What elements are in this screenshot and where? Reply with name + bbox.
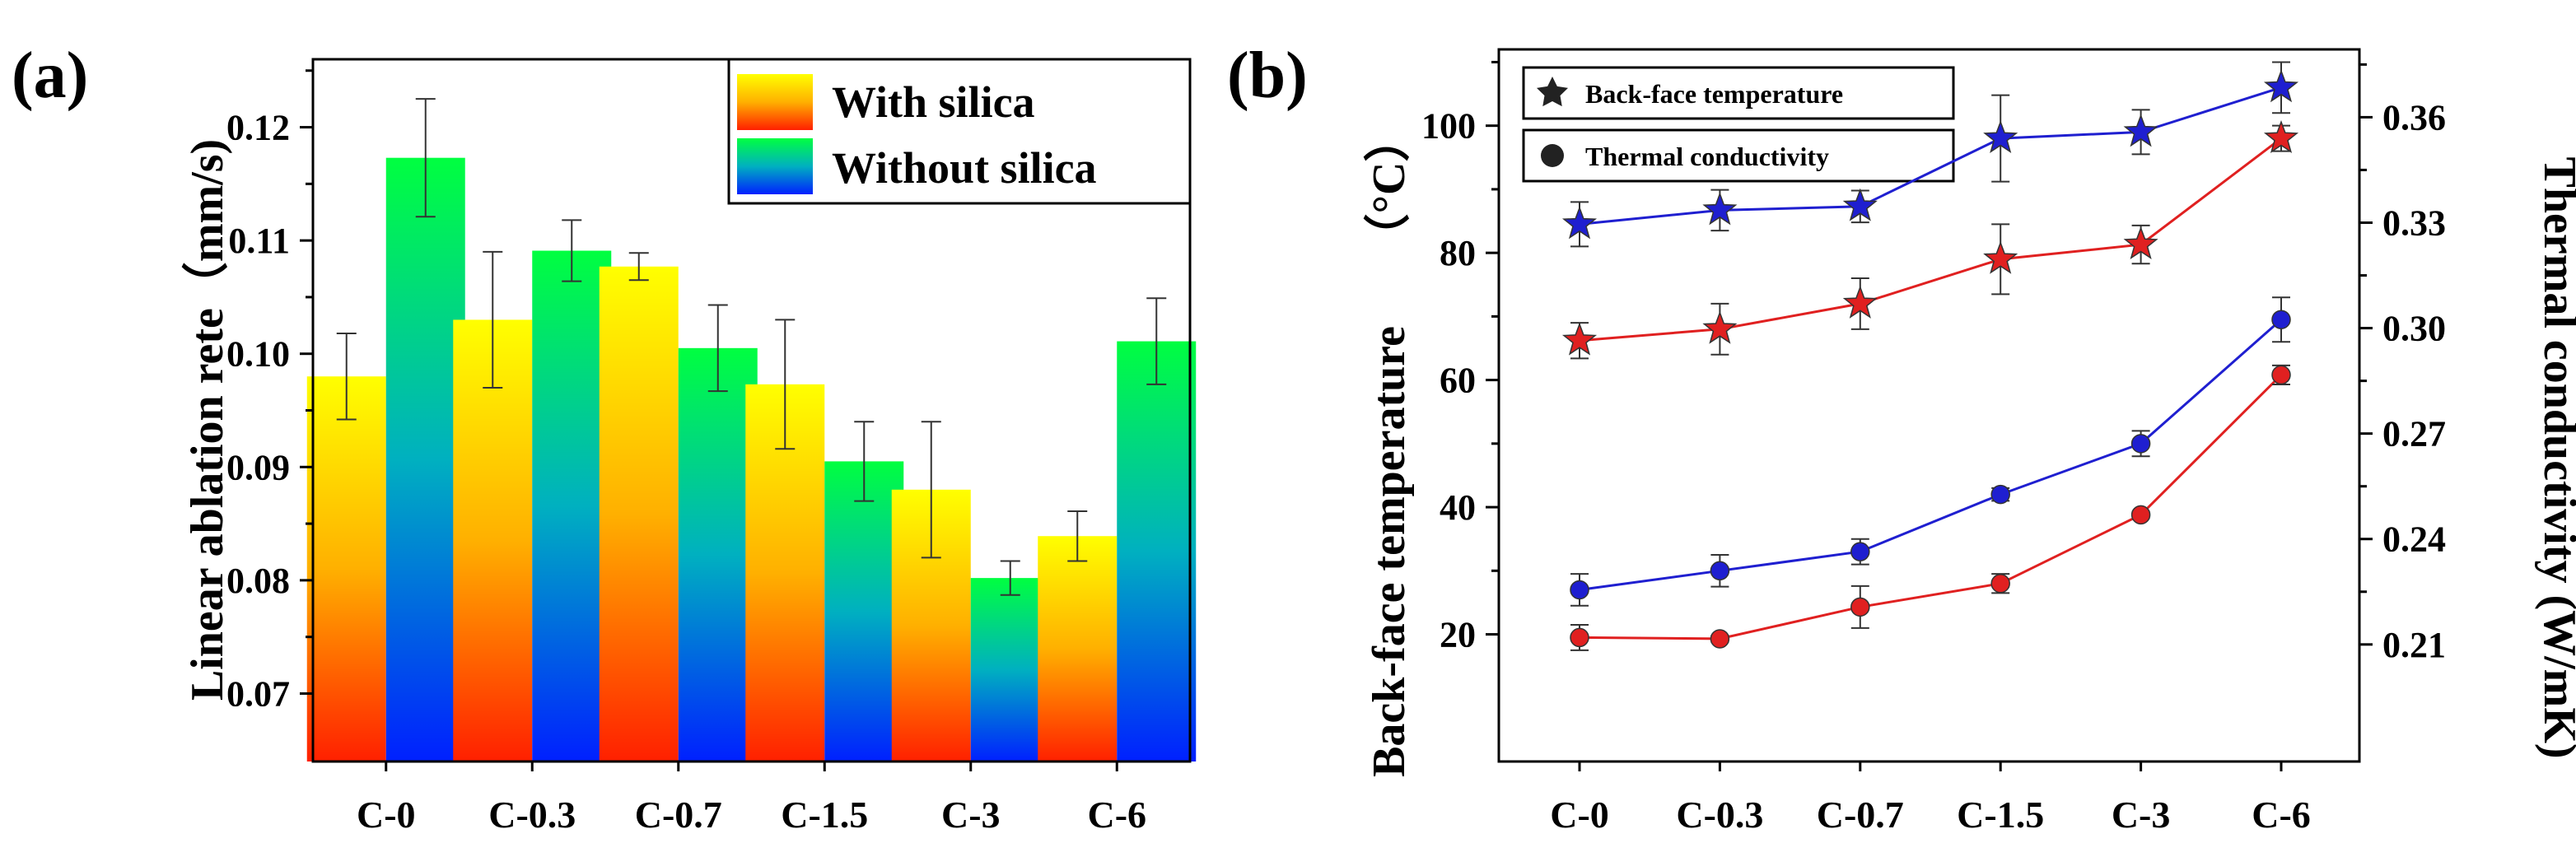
- panel-b-y2-axis-label: Thermal conductivity (W/mK): [2534, 156, 2576, 758]
- panel-b-series: [1561, 61, 2299, 651]
- star-point-s1-C-6: [2263, 119, 2299, 154]
- star-point-s1-C-3: [2123, 226, 2158, 260]
- y-tick-label-0.09: 0.09: [226, 447, 290, 487]
- x-tick-label-C-0: C-0: [357, 794, 416, 836]
- circle-point-s2-C-0.7: [1850, 542, 1870, 561]
- circle-point-s3-C-3: [2130, 505, 2151, 525]
- panel-a-bars: [306, 98, 1197, 761]
- circle-marker-icon: [1541, 144, 1564, 167]
- star-point-s1-C-1.5: [1983, 240, 2018, 274]
- panel-a-frame: [311, 58, 1192, 763]
- circle-point-s2-C-1.5: [1990, 484, 2010, 505]
- bar-without-silica-C-1.5: [824, 461, 904, 761]
- x-tick-label-C-0.3: C-0.3: [1676, 794, 1763, 836]
- x-tick-label-C-0: C-0: [1550, 794, 1609, 836]
- circle-point-s3-C-6: [2271, 365, 2291, 385]
- bar-with-silica-C-0.3: [453, 319, 533, 761]
- x-tick-label-C-3: C-3: [2112, 794, 2171, 836]
- x-tick-label-C-6: C-6: [2252, 794, 2311, 836]
- bar-with-silica-C-0.7: [599, 266, 679, 761]
- panel-b-legend: Back-face temperature Thermal conductivi…: [1522, 66, 1955, 183]
- x-tick-label-C-0.3: C-0.3: [488, 794, 576, 836]
- panel-b-axes: C-0 C-0.3 C-0.7 C-1.5 C-3 C-6 20 40 60 80 100 0.21 0…: [1421, 48, 2446, 836]
- y-tick-label-right-0.21: 0.21: [2382, 625, 2446, 665]
- panel-a-y-axis-label: Linear ablation rete（mm/s): [181, 139, 233, 701]
- bar-without-silica-C-0.7: [678, 347, 758, 761]
- bar-without-silica-C-6: [1117, 341, 1197, 761]
- y-tick-label-right-0.36: 0.36: [2382, 97, 2446, 137]
- bar-without-silica-C-0: [385, 157, 465, 761]
- star-point-s0-C-0: [1561, 206, 1598, 240]
- legend-swatch-without-silica: [737, 138, 813, 194]
- legend-box-back-face: [1522, 66, 1955, 120]
- star-point-s0-C-0.7: [1842, 188, 1878, 221]
- y-tick-label-left-80: 80: [1440, 233, 1476, 273]
- panel-b-y-axis-label: Back-face temperature: [1364, 326, 1415, 777]
- x-tick-label-C-6: C-6: [1087, 794, 1146, 836]
- x-tick-label-C-3: C-3: [941, 794, 1001, 836]
- bar-without-silica-C-3: [970, 578, 1050, 761]
- y-tick-label-left-20: 20: [1440, 615, 1476, 655]
- legend-label-with-silica: With silica: [832, 77, 1035, 127]
- y-tick-label-right-0.30: 0.30: [2382, 309, 2446, 349]
- star-point-s0-C-3: [2123, 114, 2158, 147]
- panel-a-label: (a): [12, 40, 88, 112]
- legend-swatch-with-silica: [737, 74, 813, 130]
- x-tick-label-C-1.5: C-1.5: [781, 794, 868, 836]
- panel-b-y-axis-unit: （°C）: [1363, 116, 1415, 260]
- circle-point-s3-C-0.3: [1710, 629, 1730, 649]
- y-tick-label-0.08: 0.08: [226, 561, 290, 601]
- y-tick-label-right-0.27: 0.27: [2382, 414, 2446, 454]
- panel-b-frame: [1497, 48, 2361, 763]
- star-point-s1-C-0.7: [1842, 285, 1878, 319]
- y-tick-label-left-40: 40: [1440, 487, 1476, 528]
- series-line-1: [1579, 137, 2282, 342]
- bar-with-silica-C-6: [1038, 536, 1118, 761]
- y-tick-label-0.07: 0.07: [226, 673, 290, 714]
- star-marker-icon: [1536, 77, 1569, 107]
- circle-point-s3-C-1.5: [1990, 574, 2010, 594]
- circle-point-s2-C-0: [1570, 580, 1589, 600]
- circle-point-s2-C-3: [2130, 434, 2151, 454]
- bar-without-silica-C-0.3: [532, 250, 612, 761]
- x-tick-label-C-0.7: C-0.7: [1817, 794, 1904, 836]
- y-tick-label-0.10: 0.10: [226, 334, 290, 375]
- circle-point-s3-C-0: [1570, 627, 1589, 648]
- star-point-s0-C-0.3: [1702, 192, 1738, 226]
- series-line-3: [1579, 374, 2283, 640]
- y-tick-label-left-60: 60: [1440, 361, 1476, 401]
- y-tick-label-right-0.24: 0.24: [2382, 519, 2446, 560]
- x-tick-label-C-0.7: C-0.7: [635, 794, 722, 836]
- star-point-s0-C-1.5: [1983, 119, 2018, 154]
- legend-label-without-silica: Without silica: [832, 143, 1097, 193]
- series-line-0: [1579, 86, 2282, 226]
- legend-label-thermal-conductivity: Thermal conductivity: [1585, 142, 1829, 171]
- y-tick-label-left-100: 100: [1421, 106, 1476, 147]
- series-line-2: [1579, 319, 2282, 591]
- legend-label-back-face-temperature: Back-face temperature: [1585, 79, 1843, 109]
- panel-a-legend: With silica Without silica: [727, 58, 1192, 205]
- y-tick-label-right-0.33: 0.33: [2382, 203, 2446, 243]
- x-tick-label-C-1.5: C-1.5: [1957, 794, 2044, 836]
- y-tick-label-0.12: 0.12: [226, 108, 290, 148]
- legend-box-thermal-conductivity: [1522, 128, 1955, 183]
- circle-point-s2-C-0.3: [1710, 561, 1730, 581]
- panel-b-label: (b): [1227, 40, 1308, 112]
- star-point-s0-C-6: [2263, 69, 2299, 103]
- y-tick-label-0.11: 0.11: [228, 221, 290, 261]
- star-point-s1-C-0.3: [1702, 310, 1738, 344]
- bar-with-silica-C-0: [306, 376, 386, 761]
- circle-point-s3-C-0.7: [1850, 597, 1870, 617]
- star-point-s1-C-0: [1561, 322, 1598, 356]
- circle-point-s2-C-6: [2271, 310, 2291, 329]
- panel-a-axes: C-0 C-0.3 C-0.7 C-1.5 C-3 C-6 0.07 0.08 0.09 0.10…: [226, 58, 1192, 836]
